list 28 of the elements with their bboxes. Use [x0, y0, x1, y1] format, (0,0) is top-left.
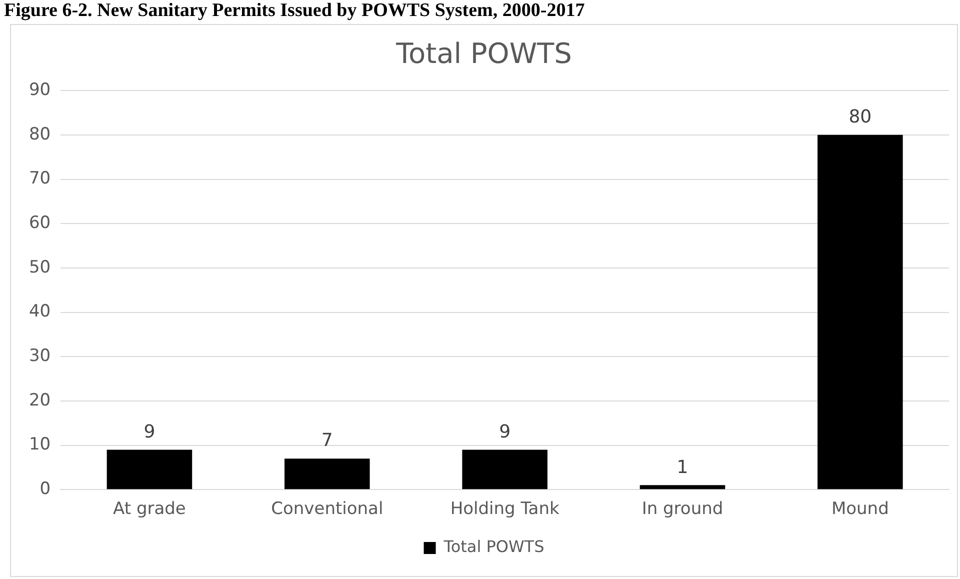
data-label: 1 [676, 456, 688, 478]
data-label: 80 [848, 106, 872, 128]
x-tick-label: In ground [642, 499, 724, 520]
data-label: 9 [144, 421, 156, 442]
bar [818, 134, 903, 490]
y-tick-label: 60 [28, 213, 51, 234]
y-tick-label: 30 [28, 346, 51, 366]
y-tick-label: 50 [28, 257, 51, 278]
data-label: 9 [499, 421, 511, 442]
x-tick-label: Holding Tank [450, 499, 560, 520]
caption: Figure 6-2. New Sanitary Permits Issued by POWTS System, 2000-2017 [4, 0, 585, 22]
bar [462, 450, 548, 490]
x-tick-label: Mound [831, 499, 889, 520]
x-tick-label: At grade [113, 499, 186, 520]
data-label: 7 [321, 430, 333, 452]
y-tick-label: 80 [28, 124, 51, 144]
y-tick-label: 70 [28, 168, 51, 189]
y-tick-label: 40 [28, 302, 51, 322]
y-tick-label: 0 [40, 479, 51, 500]
y-tick-label: 10 [28, 434, 51, 455]
x-tick-label: Conventional [271, 499, 384, 520]
bar [640, 485, 726, 490]
legend-label: Total POWTS [442, 537, 544, 556]
bar [106, 450, 192, 490]
chart-title: Total POWTS [395, 37, 572, 70]
y-tick-label: 90 [28, 80, 51, 100]
y-tick-label: 20 [28, 390, 51, 410]
bar [284, 458, 370, 490]
